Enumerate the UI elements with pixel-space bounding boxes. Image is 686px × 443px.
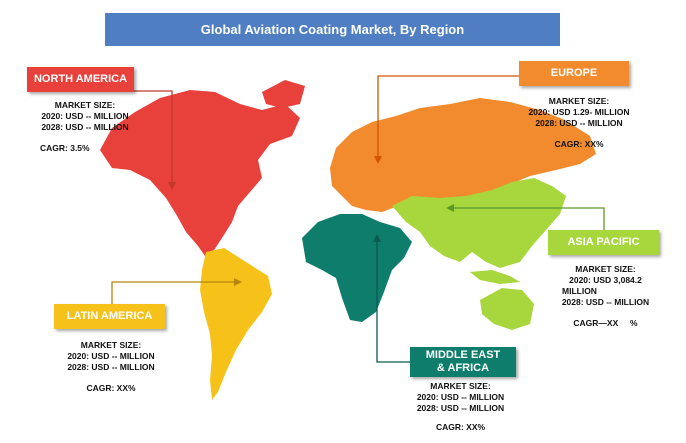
north-america-shape — [100, 90, 300, 256]
latin-america-2020: 2020: USD -- MILLION — [67, 351, 155, 361]
europe-shape — [330, 98, 596, 212]
middle-east-africa-label: MIDDLE EAST & AFRICA — [410, 347, 516, 377]
north-america-market-size-label: MARKET SIZE: — [54, 100, 116, 110]
north-america-2020: 2020: USD -- MILLION — [41, 111, 129, 121]
asia-pacific-market-size-label: MARKET SIZE: — [575, 264, 636, 274]
indonesia-shape — [470, 270, 520, 284]
north-america-label-text: NORTH AMERICA — [33, 73, 128, 85]
europe-2020: 2020: USD 1.29- MILLION — [528, 107, 630, 117]
latin-america-info: MARKET SIZE: 2020: USD -- MILLION 2028: … — [55, 340, 167, 394]
asia-pacific-2020-unit: MILLION — [562, 286, 597, 296]
north-america-info: MARKET SIZE: 2020: USD -- MILLION 2028: … — [30, 100, 140, 154]
europe-label: EUROPE — [519, 61, 629, 86]
chart-title: Global Aviation Coating Market, By Regio… — [200, 22, 465, 37]
middle-east-africa-2028: 2028: USD -- MILLION — [416, 403, 505, 413]
north-america-cagr: CAGR: 3.5% — [40, 143, 90, 153]
asia-pacific-2028: 2028: USD -- MILLION — [561, 297, 650, 307]
asia-pacific-shape — [392, 178, 566, 268]
chart-title-banner: Global Aviation Coating Market, By Regio… — [105, 13, 560, 46]
middle-east-africa-arrowhead — [373, 234, 381, 242]
europe-label-text: EUROPE — [550, 67, 598, 79]
middle-east-africa-cagr: CAGR: XX% — [435, 422, 486, 432]
latin-america-arrowhead — [234, 278, 242, 286]
latin-america-market-size-label: MARKET SIZE: — [80, 340, 142, 350]
north-america-2028: 2028: USD -- MILLION — [41, 122, 129, 132]
europe-market-size-label: MARKET SIZE: — [548, 96, 610, 106]
asia-pacific-cagr: CAGR—XX % — [573, 318, 638, 328]
latin-america-label-text: LATIN AMERICA — [66, 310, 153, 322]
asia-pacific-arrowhead — [446, 204, 454, 212]
latin-america-shape — [200, 248, 272, 400]
middle-east-africa-2020: 2020: USD -- MILLION — [416, 392, 505, 402]
europe-arrowhead — [374, 156, 382, 164]
latin-america-connector — [111, 281, 238, 304]
asia-pacific-label: ASIA PACIFIC — [548, 230, 659, 255]
middle-east-africa-label-text: MIDDLE EAST & AFRICA — [425, 349, 501, 374]
asia-pacific-info: MARKET SIZE: 2020: USD 3,084.2 MILLION 2… — [548, 264, 663, 329]
europe-cagr: CAGR: XX% — [554, 139, 604, 149]
greenland-shape — [262, 80, 305, 108]
europe-info: MARKET SIZE: 2020: USD 1.29- MILLION 202… — [519, 96, 639, 150]
europe-connector — [377, 75, 519, 160]
latin-america-cagr: CAGR: XX% — [86, 383, 136, 393]
north-america-arrowhead — [168, 182, 176, 190]
middle-east-africa-connector — [376, 238, 410, 363]
latin-america-label: LATIN AMERICA — [54, 304, 165, 329]
middle-east-africa-info: MARKET SIZE: 2020: USD -- MILLION 2028: … — [403, 381, 518, 433]
latin-america-2028: 2028: USD -- MILLION — [67, 362, 155, 372]
europe-2028: 2028: USD -- MILLION — [535, 118, 623, 128]
north-america-label: NORTH AMERICA — [27, 67, 134, 92]
asia-pacific-2020: 2020: USD 3,084.2 — [569, 275, 642, 285]
middle-east-africa-market-size-label: MARKET SIZE: — [430, 381, 491, 391]
asia-pacific-label-text: ASIA PACIFIC — [567, 236, 640, 248]
australia-shape — [480, 288, 534, 330]
middle-east-africa-shape — [302, 214, 412, 322]
